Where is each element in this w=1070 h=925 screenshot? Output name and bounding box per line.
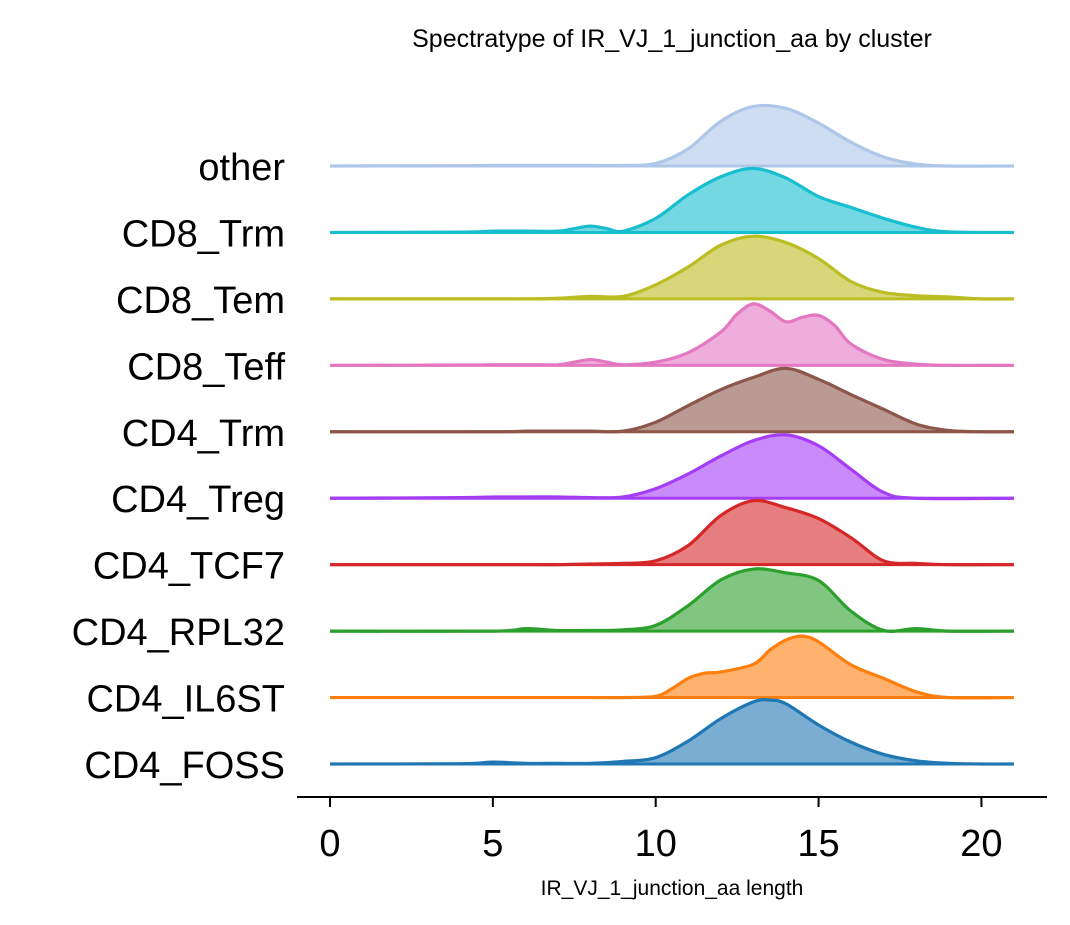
category-label-cd4-rpl32: CD4_RPL32 xyxy=(72,612,285,654)
ridge-cd8-teff xyxy=(329,302,1015,368)
ridge-line-cd8-tem xyxy=(329,234,1015,301)
category-label-cd4-tcf7: CD4_TCF7 xyxy=(93,546,285,588)
ridge-line-cd4-trm xyxy=(329,366,1015,434)
ridge-fill-cd4-trm xyxy=(330,368,1014,432)
ridge-cd4-treg xyxy=(329,433,1015,501)
ridge-cd4-il6st xyxy=(329,634,1015,700)
ridge-cd8-trm xyxy=(329,166,1015,235)
ridge-fill-cd8-teff xyxy=(330,303,1014,366)
chart-title: Spectratype of IR_VJ_1_junction_aa by cl… xyxy=(412,25,932,53)
x-tick-label-0: 0 xyxy=(319,823,340,865)
ridge-fill-other xyxy=(330,105,1014,167)
x-tick-label-15: 15 xyxy=(797,823,839,865)
category-label-cd8-tem: CD8_Tem xyxy=(116,280,285,322)
category-label-other: other xyxy=(198,147,285,189)
x-tick-label-10: 10 xyxy=(635,823,677,865)
ridge-line-cd8-trm xyxy=(329,166,1015,235)
x-axis: 0 5 10 15 20 xyxy=(297,796,1047,865)
ridge-line-cd4-treg xyxy=(329,433,1015,501)
ridge-line-cd4-tcf7 xyxy=(330,498,1015,567)
x-tick-label-5: 5 xyxy=(482,823,503,865)
ridge-fill-cd8-tem xyxy=(330,236,1014,300)
category-label-cd4-treg: CD4_Treg xyxy=(111,479,285,521)
x-axis-label: IR_VJ_1_junction_aa length xyxy=(541,877,804,900)
x-tick-label-20: 20 xyxy=(960,823,1002,865)
category-label-cd4-foss: CD4_FOSS xyxy=(84,745,285,787)
ridge-fill-cd8-trm xyxy=(330,168,1014,233)
ridge-cd4-tcf7 xyxy=(330,498,1015,567)
ridge-cd8-tem xyxy=(329,234,1015,301)
ridge-line-other xyxy=(329,103,1015,168)
category-label-cd8-teff: CD8_Teff xyxy=(127,346,285,388)
ridge-line-cd4-rpl32 xyxy=(329,567,1015,633)
ridge-cd4-rpl32 xyxy=(329,567,1015,633)
ridge-cd4-foss xyxy=(329,698,1015,766)
ridge-line-cd4-foss xyxy=(329,698,1015,766)
ridge-fill-cd4-treg xyxy=(330,434,1014,499)
ridge-line-cd4-il6st xyxy=(329,634,1015,700)
ridges-group xyxy=(329,103,1015,766)
ridge-cd4-trm xyxy=(329,366,1015,434)
category-label-cd4-il6st: CD4_IL6ST xyxy=(86,679,285,721)
ridge-fill-cd4-tcf7 xyxy=(330,500,1014,565)
ridge-fill-cd4-foss xyxy=(330,699,1014,765)
ridge-fill-cd4-rpl32 xyxy=(330,568,1014,632)
category-label-cd4-trm: CD4_Trm xyxy=(122,413,285,455)
category-label-cd8-trm: CD8_Trm xyxy=(122,213,285,255)
ridge-line-cd8-teff xyxy=(329,302,1015,368)
ridge-fill-cd4-il6st xyxy=(330,636,1014,698)
ridge-other xyxy=(329,103,1015,168)
